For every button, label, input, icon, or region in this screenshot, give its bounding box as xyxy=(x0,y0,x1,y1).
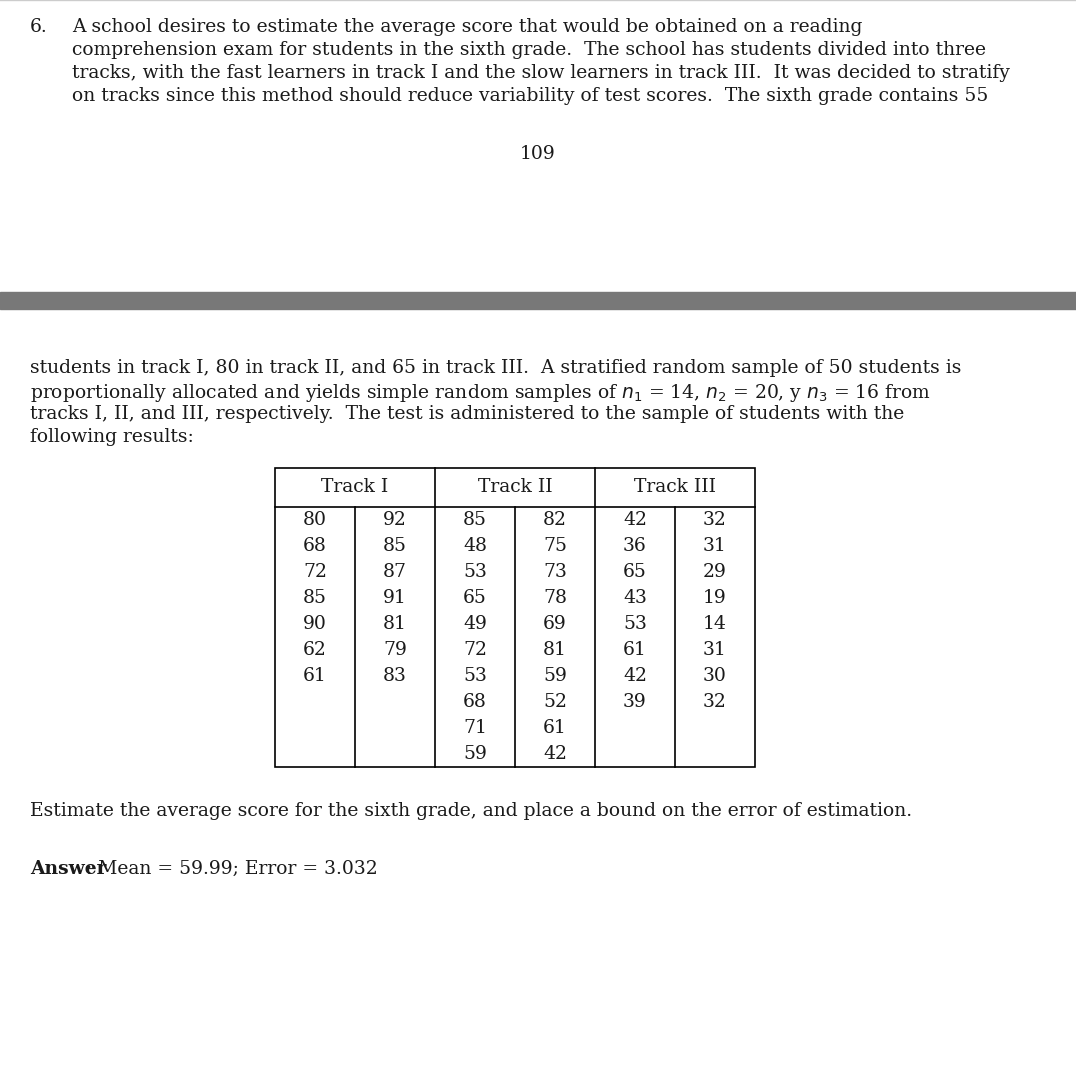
Text: 109: 109 xyxy=(520,145,556,162)
Text: 42: 42 xyxy=(623,511,647,529)
Text: 31: 31 xyxy=(703,537,727,555)
Text: 65: 65 xyxy=(623,563,647,581)
Text: 72: 72 xyxy=(463,641,487,659)
Text: 48: 48 xyxy=(463,537,487,555)
Text: 42: 42 xyxy=(623,667,647,685)
Text: Track III: Track III xyxy=(634,479,716,496)
Text: 71: 71 xyxy=(463,719,487,737)
Text: 75: 75 xyxy=(543,537,567,555)
Text: 61: 61 xyxy=(623,641,647,659)
Text: 30: 30 xyxy=(703,667,727,685)
Text: comprehension exam for students in the sixth grade.  The school has students div: comprehension exam for students in the s… xyxy=(72,41,986,59)
Text: 53: 53 xyxy=(623,615,647,633)
Text: 62: 62 xyxy=(303,641,327,659)
Text: 32: 32 xyxy=(703,693,727,711)
Text: 85: 85 xyxy=(383,537,407,555)
Text: 43: 43 xyxy=(623,589,647,607)
Text: 6.: 6. xyxy=(30,18,47,36)
Text: on tracks since this method should reduce variability of test scores.  The sixth: on tracks since this method should reduc… xyxy=(72,87,989,105)
Text: 14: 14 xyxy=(703,615,727,633)
Text: 53: 53 xyxy=(463,667,487,685)
Text: Answer: Answer xyxy=(30,860,107,878)
Text: 31: 31 xyxy=(703,641,727,659)
Text: 73: 73 xyxy=(543,563,567,581)
Text: 72: 72 xyxy=(303,563,327,581)
Text: 52: 52 xyxy=(543,693,567,711)
Text: 53: 53 xyxy=(463,563,487,581)
Text: 87: 87 xyxy=(383,563,407,581)
Text: tracks I, II, and III, respectively.  The test is administered to the sample of : tracks I, II, and III, respectively. The… xyxy=(30,405,904,423)
Text: 80: 80 xyxy=(303,511,327,529)
Text: 85: 85 xyxy=(463,511,487,529)
Text: 82: 82 xyxy=(543,511,567,529)
Text: proportionally allocated and yields simple random samples of $n_1$ = 14, $n_2$ =: proportionally allocated and yields simp… xyxy=(30,382,931,404)
Text: following results:: following results: xyxy=(30,428,194,445)
Text: A school desires to estimate the average score that would be obtained on a readi: A school desires to estimate the average… xyxy=(72,18,862,36)
Text: 85: 85 xyxy=(303,589,327,607)
Text: 79: 79 xyxy=(383,641,407,659)
Text: 81: 81 xyxy=(543,641,567,659)
Text: Track I: Track I xyxy=(322,479,388,496)
Text: 90: 90 xyxy=(303,615,327,633)
Text: 39: 39 xyxy=(623,693,647,711)
Text: 69: 69 xyxy=(543,615,567,633)
Text: 61: 61 xyxy=(543,719,567,737)
Text: Track II: Track II xyxy=(478,479,552,496)
Text: 81: 81 xyxy=(383,615,407,633)
Text: 32: 32 xyxy=(703,511,727,529)
Text: 68: 68 xyxy=(463,693,487,711)
Text: 42: 42 xyxy=(543,745,567,763)
Text: : Mean = 59.99; Error = 3.032: : Mean = 59.99; Error = 3.032 xyxy=(86,860,378,878)
Text: 59: 59 xyxy=(543,667,567,685)
Text: Estimate the average score for the sixth grade, and place a bound on the error o: Estimate the average score for the sixth… xyxy=(30,802,912,820)
Text: 78: 78 xyxy=(543,589,567,607)
Text: 91: 91 xyxy=(383,589,407,607)
Text: 83: 83 xyxy=(383,667,407,685)
Text: 29: 29 xyxy=(703,563,727,581)
Text: 36: 36 xyxy=(623,537,647,555)
Bar xyxy=(0,292,1076,309)
Text: 19: 19 xyxy=(703,589,727,607)
Text: 59: 59 xyxy=(463,745,487,763)
Bar xyxy=(275,468,755,767)
Text: students in track I, 80 in track II, and 65 in track III.  A stratified random s: students in track I, 80 in track II, and… xyxy=(30,359,961,377)
Text: 61: 61 xyxy=(303,667,327,685)
Text: 92: 92 xyxy=(383,511,407,529)
Text: 65: 65 xyxy=(463,589,487,607)
Text: tracks, with the fast learners in track I and the slow learners in track III.  I: tracks, with the fast learners in track … xyxy=(72,63,1010,82)
Text: 49: 49 xyxy=(463,615,487,633)
Text: 68: 68 xyxy=(303,537,327,555)
